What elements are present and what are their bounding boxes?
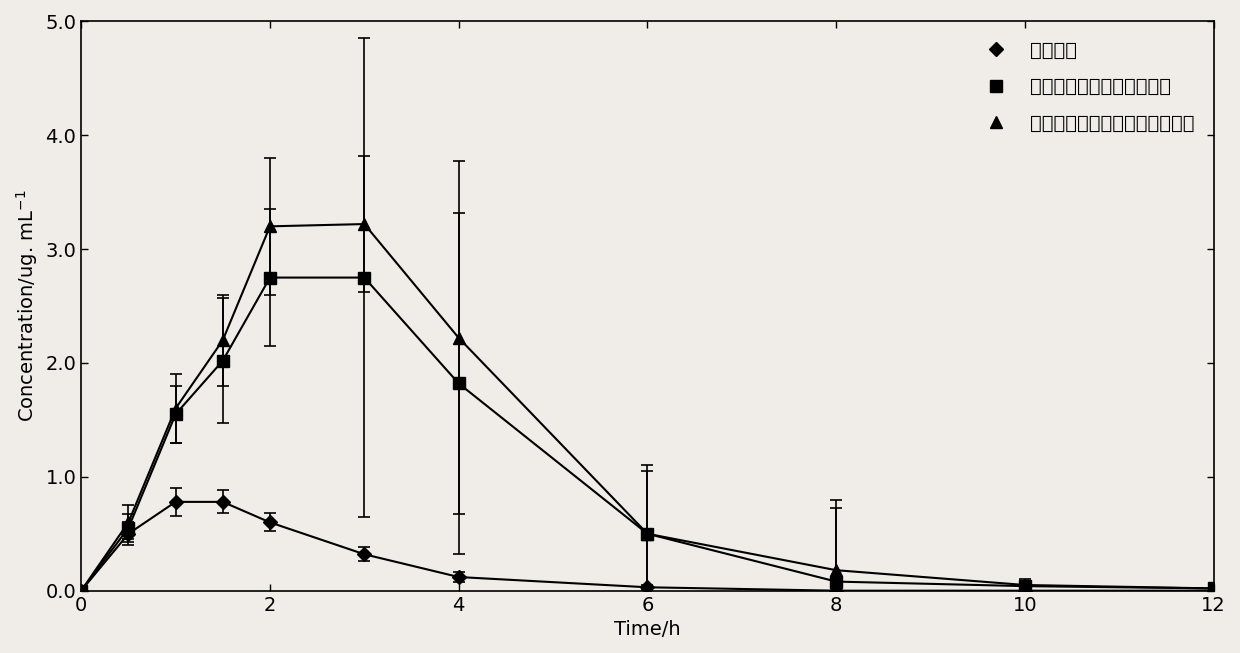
龙胆总苷磷脂复合物油溶液 (1018, 582, 1033, 590)
龙胆总苷 (640, 583, 655, 591)
龙胆总苷磷脂复合物自微乳溶液 (1207, 584, 1221, 592)
Legend: 龙胆总苷, 龙胆总苷磷脂复合物油溶液, 龙胆总苷磷脂复合物自微乳溶液: 龙胆总苷, 龙胆总苷磷脂复合物油溶液, 龙胆总苷磷脂复合物自微乳溶液 (962, 31, 1204, 142)
龙胆总苷磷脂复合物油溶液 (640, 530, 655, 537)
龙胆总苷磷脂复合物自微乳溶液 (1018, 581, 1033, 589)
龙胆总苷磷脂复合物油溶液 (1207, 584, 1221, 592)
龙胆总苷磷脂复合物自微乳溶液 (122, 518, 136, 526)
Line: 龙胆总苷: 龙胆总苷 (77, 497, 1219, 596)
龙胆总苷磷脂复合物油溶液 (828, 578, 843, 586)
龙胆总苷 (216, 498, 231, 506)
龙胆总苷磷脂复合物油溶液 (263, 274, 278, 281)
龙胆总苷 (1207, 587, 1221, 595)
龙胆总苷磷脂复合物自微乳溶液 (263, 223, 278, 231)
龙胆总苷磷脂复合物自微乳溶液 (357, 220, 372, 228)
龙胆总苷磷脂复合物油溶液 (122, 524, 136, 532)
龙胆总苷磷脂复合物自微乳溶液 (216, 336, 231, 344)
龙胆总苷磷脂复合物油溶液 (451, 379, 466, 387)
Y-axis label: Concentration/ug. mL$^{-1}$: Concentration/ug. mL$^{-1}$ (14, 190, 40, 422)
龙胆总苷 (1018, 587, 1033, 595)
Line: 龙胆总苷磷脂复合物油溶液: 龙胆总苷磷脂复合物油溶液 (76, 272, 1219, 596)
龙胆总苷磷脂复合物自微乳溶液 (451, 334, 466, 342)
龙胆总苷磷脂复合物油溶液 (73, 587, 88, 595)
龙胆总苷 (73, 587, 88, 595)
龙胆总苷磷脂复合物自微乳溶液 (828, 566, 843, 574)
龙胆总苷 (263, 518, 278, 526)
龙胆总苷磷脂复合物自微乳溶液 (169, 405, 184, 413)
龙胆总苷 (169, 498, 184, 506)
X-axis label: Time/h: Time/h (614, 620, 681, 639)
龙胆总苷磷脂复合物自微乳溶液 (73, 587, 88, 595)
龙胆总苷磷脂复合物自微乳溶液 (640, 530, 655, 537)
龙胆总苷 (451, 573, 466, 581)
龙胆总苷磷脂复合物油溶液 (216, 357, 231, 364)
龙胆总苷 (357, 550, 372, 558)
Line: 龙胆总苷磷脂复合物自微乳溶液: 龙胆总苷磷脂复合物自微乳溶液 (74, 218, 1220, 597)
龙胆总苷磷脂复合物油溶液 (169, 410, 184, 418)
龙胆总苷 (828, 587, 843, 595)
龙胆总苷 (122, 530, 136, 537)
龙胆总苷磷脂复合物油溶液 (357, 274, 372, 281)
